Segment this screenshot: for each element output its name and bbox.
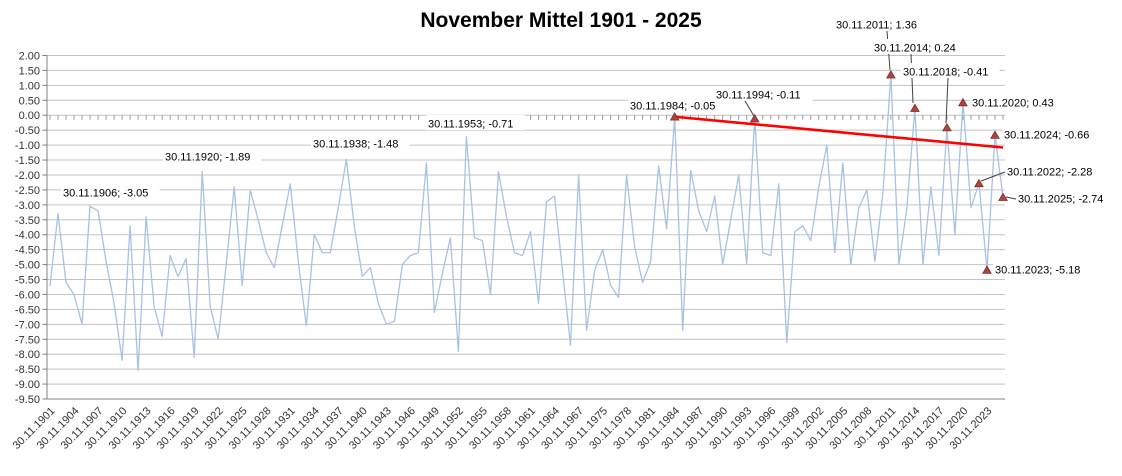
annotation-background [61,184,160,199]
y-tick-label: -2.00 [15,170,40,182]
annotation-label[interactable]: 30.11.2020; 0.43 [972,98,1054,110]
annotation-label[interactable]: 30.11.2018; -0.41 [903,67,988,79]
annotation-label[interactable]: 30.11.1906; -3.05 [63,188,148,200]
y-tick-label: -8.00 [15,349,40,361]
y-tick-label: -6.50 [15,304,40,316]
y-tick-label: -4.50 [15,245,40,257]
y-tick-label: -8.50 [15,364,40,376]
y-tick-label: 2.00 [19,51,40,63]
annotation-label[interactable]: 30.11.1953; -0.71 [428,119,513,131]
y-tick-label: -5.00 [15,260,40,272]
data-point-marker[interactable] [669,112,680,121]
data-point-marker[interactable] [990,130,1000,139]
y-tick-label: -7.50 [15,334,40,346]
y-tick-label: 0.00 [19,110,40,122]
y-tick-label: 1.50 [19,65,40,77]
annotation-background [1005,163,1104,178]
annotation-label[interactable]: 30.11.1938; -1.48 [313,139,398,151]
annotation-label[interactable]: 30.11.2014; 0.24 [874,43,956,55]
annotation-background [1002,126,1101,141]
data-point-marker[interactable] [749,113,760,123]
y-tick-label: -9.50 [15,394,40,406]
annotation-background [970,94,1064,109]
y-tick-label: -1.00 [15,140,40,152]
annotation-label[interactable]: 30.11.2022; -2.28 [1007,167,1092,179]
annotation-background [834,16,928,31]
annotation-label[interactable]: 30.11.2011; 1.36 [836,20,917,32]
annotation-leader-line [1005,196,1017,200]
annotation-background [311,135,410,150]
trendline[interactable] [674,115,1004,149]
data-point-marker[interactable] [910,103,920,112]
annotation-background [163,148,262,163]
annotation-background [993,261,1092,276]
annotation-background [872,39,966,54]
series-line[interactable] [49,73,1004,372]
y-tick-label: -2.50 [15,185,40,197]
y-tick-label: -5.50 [15,275,40,287]
annotation-leader-line [910,53,914,104]
annotation-leader-line [744,100,755,117]
data-point-marker[interactable] [982,265,992,274]
y-tick-label: -4.00 [15,230,40,242]
annotation-label[interactable]: 30.11.2024; -0.66 [1004,130,1089,142]
annotation-label[interactable]: 30.11.1994; -0.11 [716,90,801,102]
y-tick-label: -1.50 [15,155,40,167]
annotation-background [628,97,727,112]
y-tick-label: -3.00 [15,200,40,212]
annotation-label[interactable]: 30.11.2023; -5.18 [995,265,1080,277]
annotation-label[interactable]: 30.11.1984; -0.05 [630,101,715,113]
annotation-label[interactable]: 30.11.2025; -2.74 [1018,194,1103,206]
data-point-marker[interactable] [998,192,1008,201]
data-point-marker[interactable] [958,97,968,107]
annotation-background [1016,190,1115,205]
data-point-marker[interactable] [942,122,952,132]
y-tick-label: -6.00 [15,289,40,301]
y-tick-label: -3.50 [15,215,40,227]
y-tick-label: -9.00 [15,379,40,391]
annotation-background [426,115,525,130]
data-point-marker[interactable] [974,178,984,188]
y-tick-label: 0.50 [19,95,40,107]
y-tick-label: -0.50 [15,125,40,137]
annotation-leader-line [945,77,949,124]
y-tick-label: 1.00 [19,80,40,92]
chart-title: November Mittel 1901 - 2025 [420,9,702,32]
data-point-marker[interactable] [885,70,896,79]
annotation-background [901,63,1000,78]
annotation-leader-line [980,171,1006,182]
y-tick-label: -7.00 [15,319,40,331]
annotation-background [714,86,813,101]
annotation-label[interactable]: 30.11.1920; -1.89 [165,152,250,164]
